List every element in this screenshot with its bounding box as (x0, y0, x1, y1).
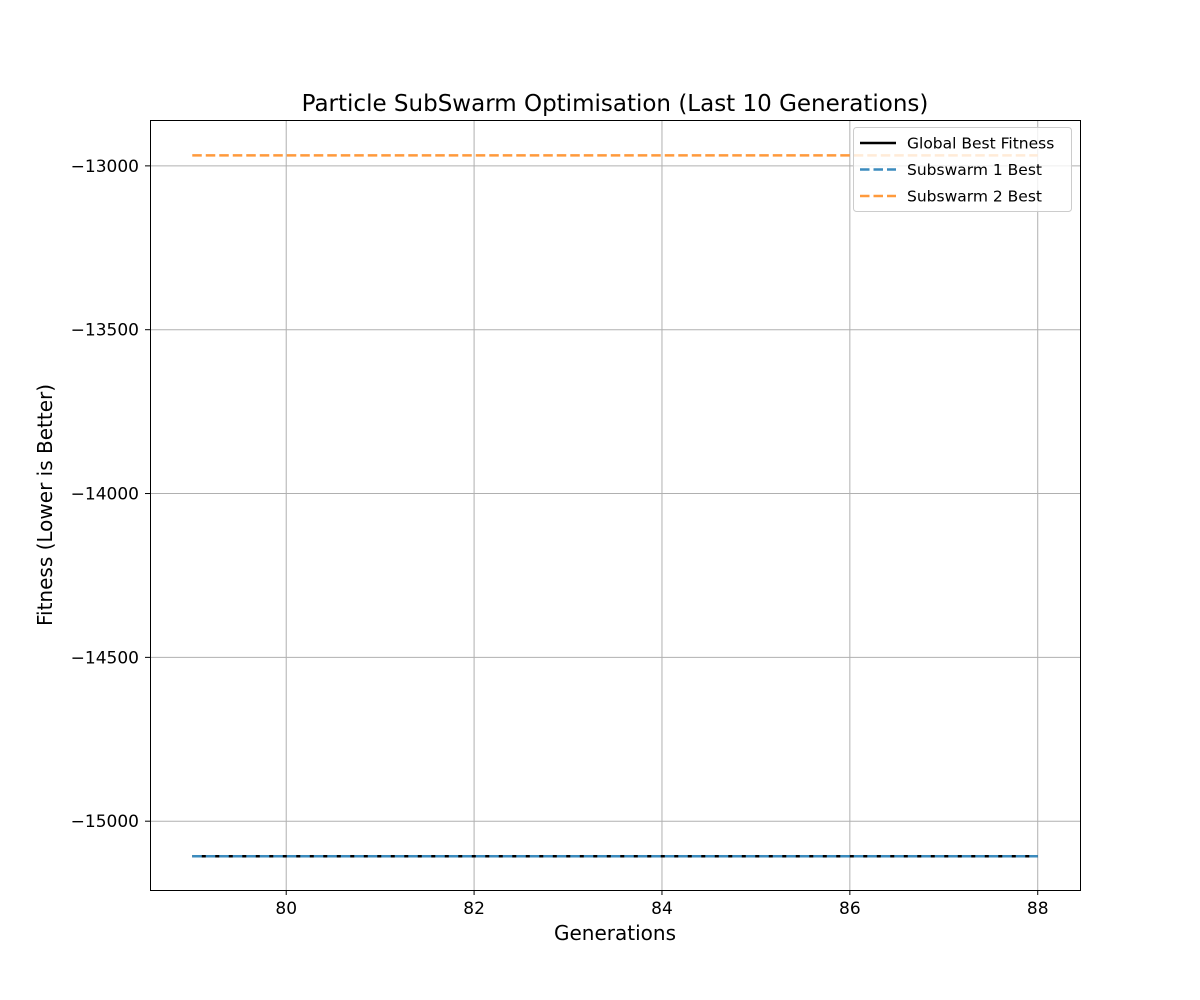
legend-label: Subswarm 1 Best (907, 161, 1042, 179)
legend-box (853, 127, 1072, 212)
y-tick-label: −14000 (71, 485, 139, 505)
grid (150, 120, 1080, 890)
x-axis-label: Generations (554, 921, 676, 945)
x-tick-label: 80 (275, 899, 297, 919)
y-axis: −13000 −13500 −14000 −14500 −15000 (71, 157, 150, 832)
x-tick-label: 88 (1027, 899, 1049, 919)
y-tick-label: −14500 (71, 648, 139, 668)
legend-label: Subswarm 2 Best (907, 188, 1042, 206)
series-layer (192, 154, 1038, 858)
y-axis-label: Fitness (Lower is Better) (33, 384, 57, 626)
x-tick-label: 82 (463, 899, 485, 919)
legend-label: Global Best Fitness (907, 135, 1054, 153)
legend: Global Best Fitness Subswarm 1 Best Subswa… (853, 127, 1072, 212)
y-tick-label: −13500 (71, 321, 139, 341)
y-tick-label: −15000 (71, 812, 139, 832)
y-tick-label: −13000 (71, 157, 139, 177)
chart-title: Particle SubSwarm Optimisation (Last 10 … (302, 91, 929, 117)
x-axis: 80 82 84 86 88 (275, 890, 1049, 919)
x-tick-label: 84 (651, 899, 673, 919)
x-tick-label: 86 (839, 899, 861, 919)
plot-frame (150, 120, 1081, 891)
